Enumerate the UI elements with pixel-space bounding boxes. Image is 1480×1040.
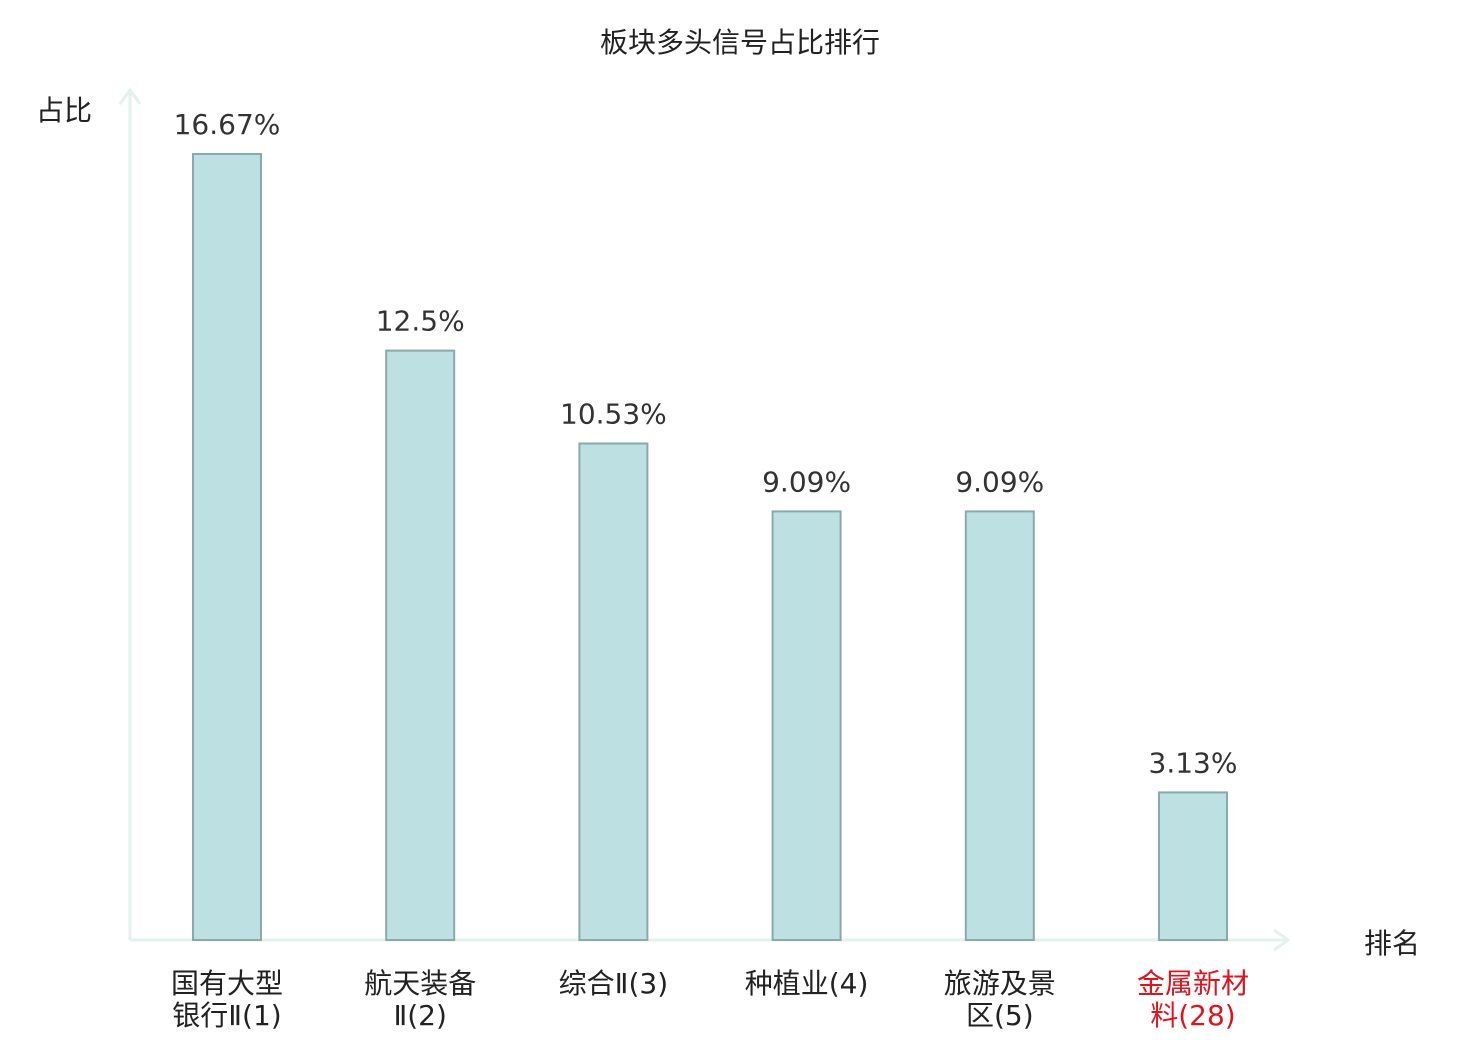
category-label-5: 旅游及景区(5)	[944, 967, 1056, 1032]
category-label-6: 金属新材料(28)	[1137, 967, 1249, 1032]
y-axis-label: 占比	[36, 94, 92, 127]
bar-1	[192, 153, 262, 941]
category-labels-group: 国有大型银行Ⅱ(1) 航天装备 Ⅱ(2) 综合Ⅱ(3) 种植业(4) 旅游及景区(5) 金属…	[171, 967, 1249, 1032]
bar-4	[771, 510, 842, 941]
y-axis	[118, 87, 142, 940]
category-label-2: 航天装备 Ⅱ(2)	[364, 967, 476, 1032]
value-labels-group: 16.67% 12.5% 10.53% 9.09% 9.09% 3.13%	[174, 108, 1238, 779]
bar-2	[385, 349, 456, 942]
value-label-2: 12.5%	[376, 305, 465, 338]
bar-5	[964, 510, 1035, 941]
category-label-3: 综合Ⅱ(3)	[559, 967, 668, 1000]
category-label-4: 种植业(4)	[745, 967, 869, 1000]
x-axis-label: 排名	[1364, 927, 1420, 960]
value-label-3: 10.53%	[560, 398, 667, 431]
chart-title: 板块多头信号占比排行	[600, 26, 880, 59]
value-label-4: 9.09%	[762, 465, 851, 498]
bars-group	[192, 153, 1228, 942]
bar-3	[578, 442, 649, 941]
category-label-1: 国有大型银行Ⅱ(1)	[171, 967, 283, 1032]
value-label-1: 16.67%	[174, 108, 281, 141]
x-axis	[130, 928, 1291, 952]
value-label-6: 3.13%	[1149, 746, 1238, 779]
value-label-5: 9.09%	[955, 465, 1044, 498]
bar-6	[1158, 791, 1228, 941]
